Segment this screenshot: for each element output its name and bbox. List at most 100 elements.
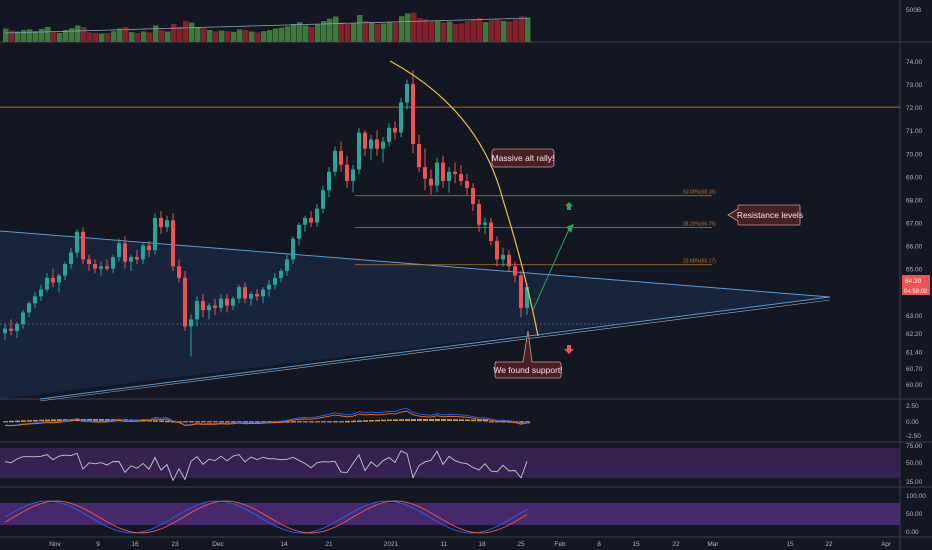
candle-body — [429, 178, 433, 186]
candle-body — [213, 305, 217, 308]
time-axis-label: Apr — [881, 541, 892, 548]
drawing-tools[interactable] — [389, 60, 574, 354]
volume-bar — [81, 27, 87, 42]
candle-body — [195, 300, 199, 320]
projection-arrow-line[interactable] — [532, 226, 571, 311]
time-axis-label: 15 — [786, 541, 794, 548]
price-axis-label: 66.00 — [906, 244, 923, 251]
candle-body — [201, 300, 205, 311]
candlestick-series — [3, 70, 529, 357]
candle-body — [375, 139, 379, 149]
volume-bar — [279, 27, 285, 42]
volume-bar — [291, 24, 297, 42]
symmetrical-triangle[interactable] — [0, 230, 831, 402]
candle-body — [87, 259, 91, 265]
volume-bar — [327, 18, 333, 42]
candle-body — [3, 328, 7, 334]
parabolic-curve[interactable] — [389, 60, 539, 337]
volume-bar — [129, 32, 135, 42]
candle-body — [27, 303, 31, 313]
macd-histogram-bar — [417, 419, 422, 421]
candle-body — [21, 312, 25, 325]
volume-bar — [27, 29, 33, 42]
time-axis-label: 14 — [280, 541, 288, 548]
price-axis-label: 68.00 — [906, 197, 923, 204]
candle-body — [231, 298, 235, 306]
candle-body — [237, 287, 241, 299]
price-axis-label: 60.00 — [906, 382, 923, 389]
candle-body — [177, 266, 181, 278]
volume-bar — [477, 18, 483, 42]
macd-axis-label: 2.50 — [906, 403, 919, 410]
volume-bar — [297, 22, 303, 42]
price-axis[interactable]: 74.00 73.00 72.00 71.00 70.00 69.00 68.00 67.00… — [902, 7, 930, 536]
candle-body — [189, 319, 193, 327]
candle-body — [435, 162, 439, 186]
macd-histogram-bar — [309, 421, 314, 423]
macd-histogram-bar — [255, 421, 260, 423]
macd-histogram-bar — [339, 421, 344, 423]
volume-bar — [87, 32, 93, 42]
volume-bar — [153, 25, 159, 42]
volume-bar — [189, 22, 195, 42]
triangle-lower-line-2 — [39, 299, 831, 402]
candle-body — [453, 171, 457, 175]
macd-histogram-bar — [93, 419, 98, 421]
macd-histogram-bar — [243, 421, 248, 423]
macd-histogram-bar — [9, 420, 14, 423]
volume-bar — [345, 24, 351, 42]
candle-body — [45, 277, 49, 290]
candle-body — [33, 296, 37, 304]
triangle-lower-line[interactable] — [39, 296, 831, 400]
volume-bar — [261, 31, 267, 42]
callout-resistance-text: Resistance levels — [737, 210, 803, 220]
volume-bar — [315, 24, 321, 42]
time-axis-label: 18 — [478, 541, 486, 548]
volume-bar — [39, 28, 45, 42]
fib-label: 23.60%(65.17) — [683, 259, 716, 265]
volume-bar — [135, 33, 141, 42]
volume-bar — [357, 15, 363, 42]
candle-body — [381, 141, 385, 149]
candle-body — [483, 222, 487, 225]
volume-bar — [3, 28, 9, 42]
macd-histogram-bar — [159, 420, 164, 422]
volume-bar — [501, 21, 507, 42]
time-axis-label: Feb — [554, 541, 566, 548]
triangle-upper-line[interactable] — [0, 230, 831, 298]
macd-histogram-bar — [375, 419, 380, 422]
candle-body — [285, 259, 289, 271]
current-price-text: 64.20 — [905, 278, 922, 285]
price-axis-label: 67.00 — [906, 221, 923, 228]
macd-histogram-bar — [327, 421, 332, 423]
candle-body — [93, 264, 97, 269]
time-axis[interactable]: Nov 9 16 23 Dec 14 21 2021 11 18 25 Feb 8 15 22 Mar 15 22… — [49, 541, 892, 548]
volume-bar — [447, 21, 453, 42]
candle-body — [123, 243, 127, 262]
macd-histogram-bar — [195, 421, 200, 423]
price-axis-label: 65.00 — [906, 267, 923, 274]
candle-body — [261, 289, 265, 297]
level-lines[interactable]: 50.00%(68.16) 38.20%(66.79) 23.60%(65.17) — [0, 106, 900, 325]
triangle-fill — [0, 231, 830, 399]
candle-body — [99, 266, 103, 269]
candle-body — [15, 324, 19, 331]
callout-rally[interactable]: Massive alt rally! — [492, 148, 555, 168]
macd-histogram-bar — [213, 421, 218, 423]
candle-body — [39, 289, 43, 297]
volume-bar — [33, 31, 39, 42]
macd-histogram-bar — [387, 419, 392, 422]
callout-support[interactable]: We found support! — [493, 330, 563, 379]
macd-histogram-bar — [405, 419, 410, 421]
candle-body — [411, 84, 415, 145]
volume-bar — [147, 32, 153, 42]
macd-histogram-bar — [435, 419, 440, 421]
rsi-line — [4, 450, 528, 482]
callout-resistance[interactable]: Resistance levels — [727, 204, 803, 226]
macd-histogram-bar — [15, 420, 20, 423]
volume-bar — [507, 21, 513, 42]
candle-body — [507, 254, 511, 267]
macd-histogram-bar — [207, 421, 212, 423]
macd-histogram-bar — [303, 421, 308, 423]
